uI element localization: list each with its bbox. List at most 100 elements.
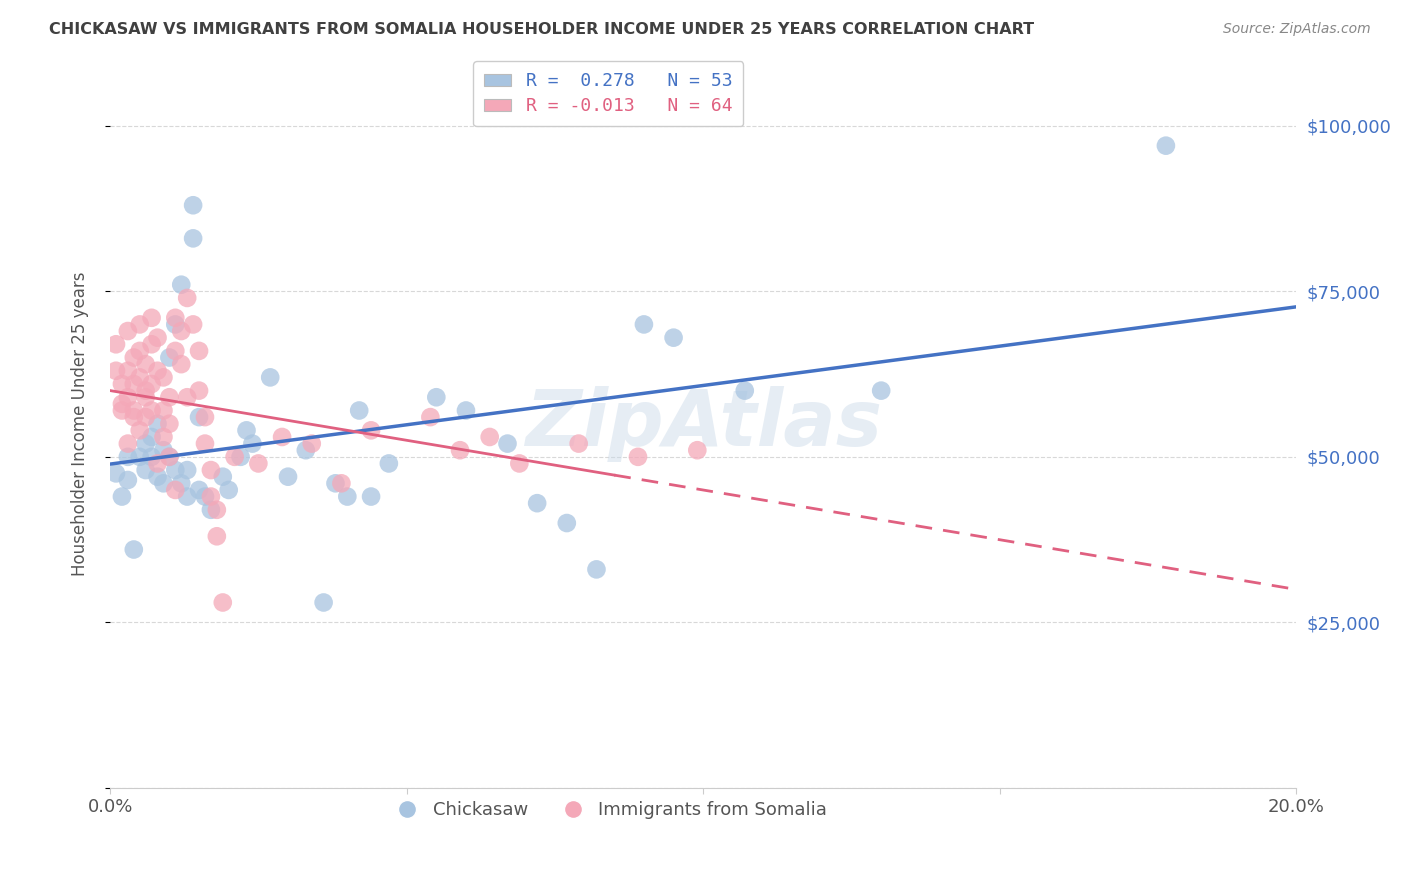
Point xyxy=(633,318,655,332)
Point xyxy=(662,331,685,345)
Point xyxy=(188,483,211,497)
Point xyxy=(152,403,174,417)
Point xyxy=(325,476,347,491)
Point xyxy=(235,423,257,437)
Point xyxy=(259,370,281,384)
Point xyxy=(117,473,139,487)
Point xyxy=(157,390,180,404)
Point xyxy=(111,490,134,504)
Point xyxy=(347,403,370,417)
Point xyxy=(194,490,217,504)
Point xyxy=(181,198,204,212)
Point xyxy=(105,364,128,378)
Point xyxy=(135,384,157,398)
Point xyxy=(271,430,294,444)
Point xyxy=(146,331,169,345)
Point xyxy=(585,562,607,576)
Point xyxy=(165,310,187,325)
Point xyxy=(170,357,193,371)
Point xyxy=(111,377,134,392)
Point xyxy=(218,483,240,497)
Point xyxy=(686,443,709,458)
Point xyxy=(242,436,264,450)
Point xyxy=(135,357,157,371)
Point xyxy=(128,318,150,332)
Point xyxy=(449,443,471,458)
Point xyxy=(181,318,204,332)
Point xyxy=(360,490,382,504)
Point xyxy=(496,436,519,450)
Point xyxy=(454,403,477,417)
Point xyxy=(170,324,193,338)
Point xyxy=(188,343,211,358)
Point xyxy=(157,450,180,464)
Point xyxy=(122,351,145,365)
Point xyxy=(277,469,299,483)
Point xyxy=(141,310,163,325)
Point xyxy=(295,443,318,458)
Point xyxy=(170,277,193,292)
Point xyxy=(157,351,180,365)
Point xyxy=(146,364,169,378)
Point xyxy=(135,390,157,404)
Point xyxy=(122,542,145,557)
Point xyxy=(152,443,174,458)
Point xyxy=(128,370,150,384)
Point xyxy=(141,430,163,444)
Point xyxy=(870,384,893,398)
Point xyxy=(211,595,233,609)
Point xyxy=(176,490,198,504)
Point xyxy=(526,496,548,510)
Point xyxy=(111,403,134,417)
Point xyxy=(141,377,163,392)
Point xyxy=(146,469,169,483)
Point xyxy=(117,364,139,378)
Text: ZipAtlas: ZipAtlas xyxy=(524,385,882,462)
Point xyxy=(146,457,169,471)
Point xyxy=(229,450,252,464)
Point xyxy=(105,337,128,351)
Point xyxy=(419,410,441,425)
Point xyxy=(627,450,650,464)
Point xyxy=(146,417,169,431)
Point xyxy=(117,324,139,338)
Y-axis label: Householder Income Under 25 years: Householder Income Under 25 years xyxy=(72,271,89,576)
Point xyxy=(508,457,530,471)
Point xyxy=(360,423,382,437)
Point xyxy=(181,231,204,245)
Legend: Chickasaw, Immigrants from Somalia: Chickasaw, Immigrants from Somalia xyxy=(382,794,835,826)
Point xyxy=(105,467,128,481)
Point xyxy=(128,423,150,437)
Point xyxy=(152,430,174,444)
Point xyxy=(141,337,163,351)
Point xyxy=(135,463,157,477)
Point xyxy=(141,450,163,464)
Point xyxy=(478,430,501,444)
Point xyxy=(200,463,222,477)
Point xyxy=(135,410,157,425)
Point xyxy=(122,377,145,392)
Point xyxy=(176,463,198,477)
Point xyxy=(312,595,335,609)
Point xyxy=(336,490,359,504)
Point xyxy=(170,476,193,491)
Point xyxy=(330,476,353,491)
Point xyxy=(157,450,180,464)
Point xyxy=(188,410,211,425)
Point xyxy=(152,476,174,491)
Point xyxy=(200,503,222,517)
Point xyxy=(205,503,228,517)
Point xyxy=(176,390,198,404)
Point xyxy=(128,450,150,464)
Point xyxy=(194,410,217,425)
Point xyxy=(425,390,447,404)
Point xyxy=(111,397,134,411)
Point xyxy=(165,463,187,477)
Point xyxy=(165,483,187,497)
Point xyxy=(568,436,591,450)
Point xyxy=(165,318,187,332)
Point xyxy=(122,410,145,425)
Point xyxy=(122,403,145,417)
Point xyxy=(247,457,270,471)
Point xyxy=(152,370,174,384)
